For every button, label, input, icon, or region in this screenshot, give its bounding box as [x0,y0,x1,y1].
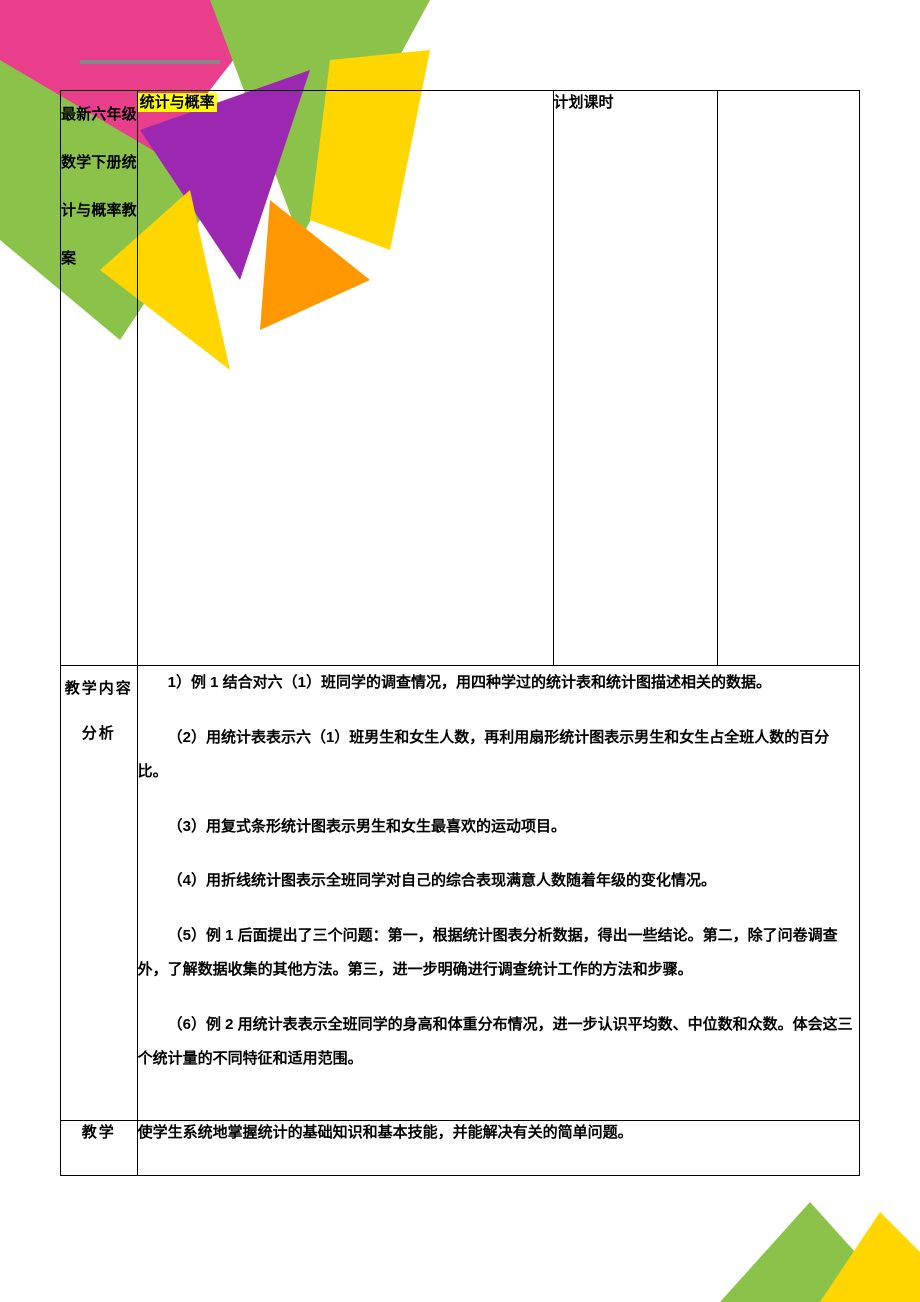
plan-value-cell [717,91,859,666]
lesson-title: 统计与概率 [138,93,217,112]
content-analysis-label: 教学内容分析 [61,666,137,756]
plan-hours-label: 计划课时 [554,94,614,111]
content-para-2: （2）用统计表表示六（1）班男生和女生人数，再利用扇形统计图表示男生和女生占全班… [138,721,859,790]
content-para-5: （5）例 1 后面提出了三个问题：第一，根据统计图表分析数据，得出一些结论。第二… [138,919,859,988]
header-label-cell: 最新六年级数学下册统计与概率教案 [61,91,138,666]
teaching-goal-label-cell: 教学 [61,1121,138,1176]
content-para-3: （3）用复式条形统计图表示男生和女生最喜欢的运动项目。 [138,810,859,845]
title-cell: 统计与概率 [137,91,553,666]
lesson-plan-table: 最新六年级数学下册统计与概率教案 统计与概率 计划课时 教学内容分析 1）例 1… [60,90,860,1176]
content-para-4: （4）用折线统计图表示全班同学对自己的综合表现满意人数随着年级的变化情况。 [138,864,859,899]
header-label: 最新六年级数学下册统计与概率教案 [61,106,137,267]
teaching-goal-text: 使学生系统地掌握统计的基础知识和基本技能，并能解决有关的简单问题。 [138,1124,633,1141]
watermark-line [80,60,220,64]
plan-label-cell: 计划课时 [553,91,717,666]
content-para-1: 1）例 1 结合对六（1）班同学的调查情况，用四种学过的统计表和统计图描述相关的… [138,666,859,701]
content-analysis-cell: 1）例 1 结合对六（1）班同学的调查情况，用四种学过的统计表和统计图描述相关的… [137,666,859,1121]
teaching-goal-cell: 使学生系统地掌握统计的基础知识和基本技能，并能解决有关的简单问题。 [137,1121,859,1176]
content-analysis-label-cell: 教学内容分析 [61,666,138,1121]
content-para-6: （6）例 2 用统计表表示全班同学的身高和体重分布情况，进一步认识平均数、中位数… [138,1008,859,1077]
teaching-goal-label: 教学 [82,1124,116,1141]
